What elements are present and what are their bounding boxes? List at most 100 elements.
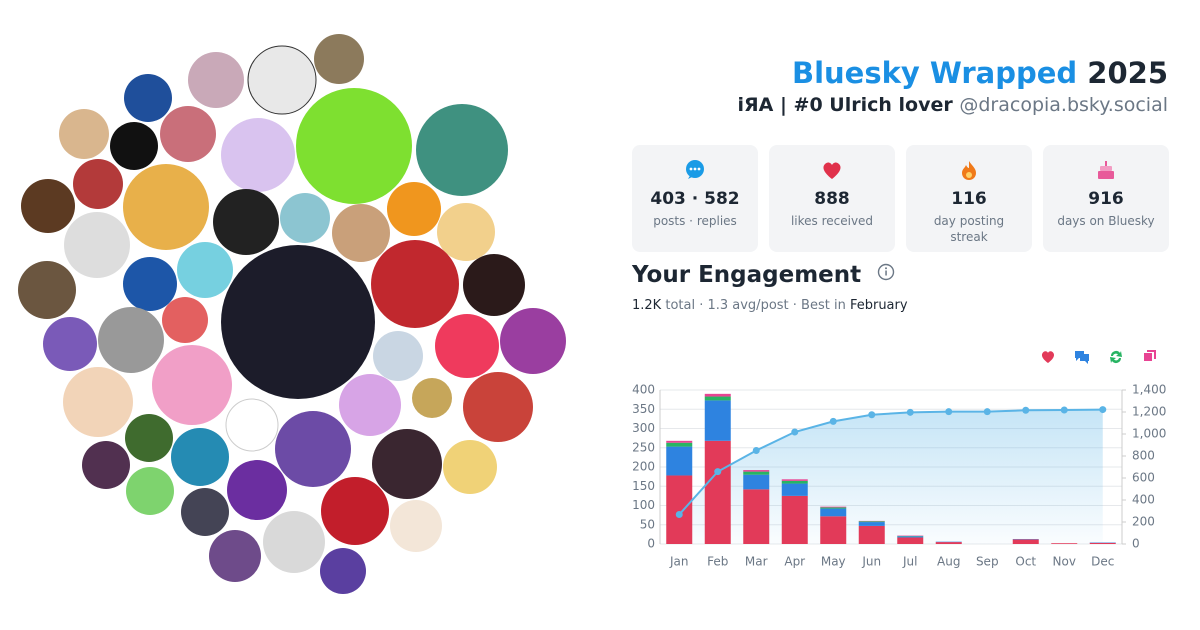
y-tick-label: 150: [632, 479, 655, 493]
y2-tick-label: 1,200: [1132, 405, 1166, 419]
best-month: February: [849, 298, 908, 313]
avatars: [18, 34, 566, 594]
x-tick-label: Jul: [902, 555, 917, 569]
y-tick-label: 50: [640, 517, 655, 531]
legend-glyph: [1144, 350, 1156, 361]
icon: [1098, 161, 1114, 179]
x-tick-label: Feb: [707, 555, 728, 569]
line-point: [983, 408, 991, 416]
x-tick-label: Oct: [1015, 555, 1036, 569]
bar-segment: [820, 508, 847, 517]
x-tick-label: Dec: [1091, 555, 1114, 569]
line-point: [945, 408, 953, 416]
bar-segment: [666, 440, 693, 443]
bar-segment: [743, 489, 770, 544]
icon: [962, 161, 976, 180]
line: [678, 408, 1103, 516]
engagement-title: Your Engagement: [632, 262, 862, 288]
title: Bluesky Wrapped: [791, 56, 1078, 90]
header: Bluesky Wrapped 2025 iЯA | #0 Ulrich lov…: [738, 56, 1168, 116]
info-icon[interactable]: [877, 263, 897, 283]
bar-segment: [704, 400, 731, 441]
y2-tick-label: 800: [1132, 449, 1155, 463]
icon: [686, 160, 704, 179]
bar-segment: [743, 474, 770, 490]
bar-segment: [704, 396, 731, 401]
handle: @dracopia.bsky.social: [959, 94, 1168, 116]
line-point: [1022, 406, 1030, 414]
bar-segment: [858, 521, 885, 523]
x-tick-label: Jan: [669, 555, 689, 569]
icon: [823, 162, 841, 179]
line-point: [868, 411, 876, 419]
y-tick-label: 100: [632, 498, 655, 512]
bar-segment: [743, 470, 770, 472]
line-area: [679, 409, 1103, 544]
stat-label: likes received: [790, 214, 874, 228]
x-tick-label: Jun: [861, 555, 881, 569]
display-name: iЯA | #0 Ulrich lover: [737, 94, 953, 116]
bar-segment: [1051, 543, 1078, 544]
stat-card: 403 · 582 posts · replies: [632, 145, 758, 252]
y-tick-label: 350: [632, 402, 655, 416]
x-tick-label: May: [821, 555, 846, 569]
bar-segment: [666, 475, 693, 544]
legend-icon: [1110, 351, 1122, 363]
bar-segment: [820, 516, 847, 544]
stat-value: 403 · 582: [650, 189, 740, 209]
line-point: [675, 511, 683, 519]
stat-value: 116: [951, 189, 987, 209]
y2-tick-label: 0: [1132, 537, 1140, 551]
legend-icon: [1144, 350, 1156, 361]
line-point: [791, 428, 799, 436]
bar-segment: [935, 542, 962, 544]
legend-glyph: [1110, 351, 1122, 363]
bar-segment: [820, 506, 847, 508]
line-point: [1060, 406, 1068, 414]
x-tick-label: Sep: [976, 555, 999, 569]
bar-segment: [743, 471, 770, 475]
x-tick-label: Aug: [937, 555, 960, 569]
bar-segment: [897, 537, 924, 544]
bar-segment: [820, 507, 847, 509]
bar-segment: [781, 480, 808, 484]
section-title: Your Engagement: [632, 262, 908, 288]
stat-label: day posting streak: [933, 214, 1005, 244]
y-tick-label: 250: [632, 440, 655, 454]
bar-segment: [1089, 542, 1116, 544]
legend-glyph: [1041, 351, 1055, 363]
bar-segment: [781, 495, 808, 544]
stat-card: 888 likes received: [769, 145, 895, 252]
y2-tick-label: 1,000: [1132, 427, 1166, 441]
y2-tick-label: 400: [1132, 493, 1155, 507]
y2-tick-label: 200: [1132, 515, 1155, 529]
line-point: [714, 468, 722, 476]
legend-glyph: [1075, 351, 1089, 364]
summary: total · 1.3 avg/post · Best in: [665, 298, 846, 313]
bar-segment: [781, 479, 808, 481]
stat-value: 888: [814, 189, 850, 209]
stat-label: days on Bluesky: [1057, 214, 1155, 228]
engagement: Your Engagement 1.2K total · 1.3 avg/pos…: [632, 262, 908, 313]
bar-segment: [897, 536, 924, 538]
stat-value: 916: [1088, 189, 1124, 209]
y2-tick-label: 1,400: [1132, 383, 1166, 397]
stat-card: 916 days on Bluesky: [1043, 145, 1169, 252]
bar-segment: [781, 483, 808, 496]
stat-card: 116 day posting streak: [906, 145, 1032, 252]
stat-cards: 403 · 582 posts · replies 888 likes rece…: [632, 145, 1169, 252]
bar-segment: [858, 522, 885, 526]
bar-segment: [704, 440, 731, 544]
line-point: [1099, 406, 1107, 414]
total: 1.2K: [632, 298, 662, 313]
line-point: [829, 417, 837, 425]
line-point: [752, 447, 760, 454]
line-point: [906, 408, 914, 416]
y-tick-label: 400: [632, 383, 655, 397]
bar-segment: [858, 525, 885, 544]
year: 2025: [1087, 56, 1168, 90]
x-tick-label: Apr: [784, 555, 805, 569]
y-tick-label: 0: [647, 537, 655, 551]
stat-label: posts · replies: [653, 214, 737, 228]
